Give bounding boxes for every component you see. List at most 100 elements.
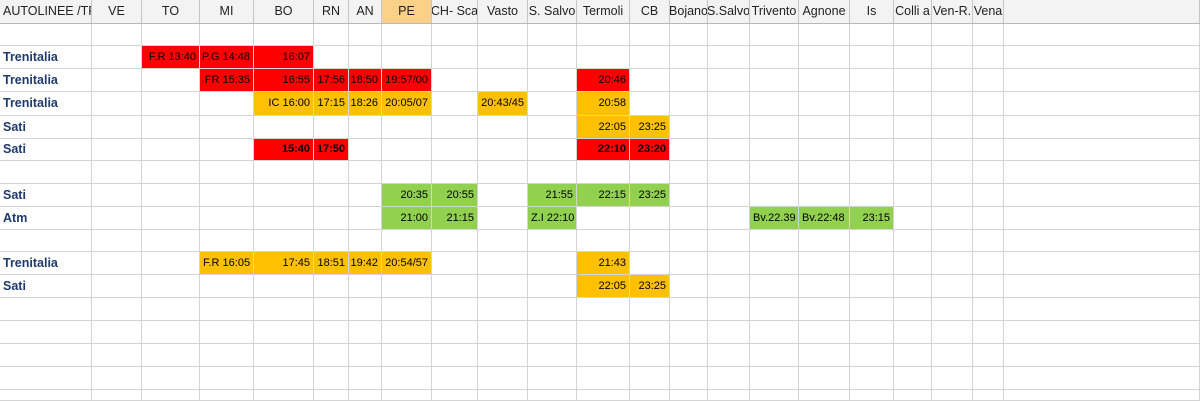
empty-cell[interactable] <box>92 139 142 161</box>
empty-cell[interactable] <box>850 367 894 390</box>
empty-cell[interactable] <box>382 275 432 298</box>
empty-cell[interactable] <box>750 69 799 92</box>
empty-cell[interactable] <box>432 275 478 298</box>
empty-cell[interactable] <box>432 139 478 161</box>
empty-cell[interactable] <box>254 161 314 184</box>
empty-cell[interactable] <box>577 367 630 390</box>
empty-cell[interactable] <box>1004 367 1200 390</box>
empty-cell[interactable] <box>670 344 708 367</box>
schedule-cell[interactable]: 22:05 <box>577 116 630 139</box>
schedule-cell[interactable]: 23:20 <box>630 139 670 161</box>
empty-cell[interactable] <box>708 207 750 230</box>
column-header-pe[interactable]: PE <box>382 0 432 24</box>
empty-cell[interactable] <box>670 46 708 69</box>
empty-cell[interactable] <box>142 298 200 321</box>
empty-cell[interactable] <box>708 139 750 161</box>
empty-cell[interactable] <box>850 298 894 321</box>
empty-cell[interactable] <box>478 116 528 139</box>
empty-cell[interactable] <box>932 321 973 344</box>
schedule-cell[interactable]: FR 15:35 <box>200 69 254 92</box>
empty-cell[interactable] <box>382 139 432 161</box>
empty-cell[interactable] <box>349 230 382 252</box>
column-header-vasto[interactable]: Vasto <box>478 0 528 24</box>
empty-cell[interactable] <box>349 275 382 298</box>
empty-cell[interactable] <box>528 92 577 116</box>
empty-cell[interactable] <box>750 92 799 116</box>
empty-cell[interactable] <box>750 116 799 139</box>
empty-cell[interactable] <box>670 275 708 298</box>
column-header-bo[interactable]: BO <box>254 0 314 24</box>
empty-cell[interactable] <box>973 390 1004 401</box>
empty-cell[interactable] <box>254 230 314 252</box>
company-cell[interactable]: Trenitalia <box>0 252 92 275</box>
empty-cell[interactable] <box>528 230 577 252</box>
schedule-cell[interactable]: 23:25 <box>630 184 670 207</box>
empty-cell[interactable] <box>630 24 670 46</box>
empty-cell[interactable] <box>630 207 670 230</box>
empty-cell[interactable] <box>850 275 894 298</box>
empty-cell[interactable] <box>349 344 382 367</box>
empty-cell[interactable] <box>92 207 142 230</box>
schedule-cell[interactable]: 17:50 <box>314 139 349 161</box>
empty-cell[interactable] <box>200 92 254 116</box>
empty-cell[interactable] <box>432 390 478 401</box>
empty-cell[interactable] <box>973 24 1004 46</box>
empty-cell[interactable] <box>670 321 708 344</box>
empty-cell[interactable] <box>577 298 630 321</box>
empty-cell[interactable] <box>92 69 142 92</box>
empty-cell[interactable] <box>200 321 254 344</box>
company-cell[interactable]: Atm <box>0 207 92 230</box>
empty-cell[interactable] <box>670 139 708 161</box>
empty-cell[interactable] <box>973 321 1004 344</box>
empty-cell[interactable] <box>894 390 932 401</box>
empty-cell[interactable] <box>577 390 630 401</box>
schedule-cell[interactable]: F.R 16:05 <box>200 252 254 275</box>
empty-cell[interactable] <box>200 116 254 139</box>
empty-cell[interactable] <box>200 184 254 207</box>
empty-cell[interactable] <box>314 184 349 207</box>
empty-cell[interactable] <box>799 116 850 139</box>
empty-cell[interactable] <box>382 230 432 252</box>
empty-cell[interactable] <box>708 230 750 252</box>
empty-cell[interactable] <box>670 92 708 116</box>
empty-cell[interactable] <box>750 252 799 275</box>
empty-cell[interactable] <box>92 184 142 207</box>
empty-cell[interactable] <box>708 275 750 298</box>
empty-cell[interactable] <box>799 92 850 116</box>
empty-cell[interactable] <box>630 46 670 69</box>
empty-cell[interactable] <box>894 230 932 252</box>
empty-cell[interactable] <box>973 69 1004 92</box>
empty-cell[interactable] <box>799 69 850 92</box>
empty-cell[interactable] <box>750 24 799 46</box>
empty-cell[interactable] <box>708 161 750 184</box>
empty-cell[interactable] <box>973 252 1004 275</box>
column-header-bojano[interactable]: Bojano <box>670 0 708 24</box>
empty-cell[interactable] <box>1004 184 1200 207</box>
empty-cell[interactable] <box>894 367 932 390</box>
empty-cell[interactable] <box>349 161 382 184</box>
company-cell[interactable]: Trenitalia <box>0 69 92 92</box>
empty-cell[interactable] <box>799 252 850 275</box>
column-header-rn[interactable]: RN <box>314 0 349 24</box>
empty-cell[interactable] <box>630 367 670 390</box>
empty-cell[interactable] <box>0 321 92 344</box>
empty-cell[interactable] <box>894 46 932 69</box>
empty-cell[interactable] <box>894 184 932 207</box>
empty-cell[interactable] <box>850 252 894 275</box>
empty-cell[interactable] <box>894 139 932 161</box>
schedule-cell[interactable]: 16:07 <box>254 46 314 69</box>
empty-cell[interactable] <box>349 390 382 401</box>
column-header-s-salvo[interactable]: S. Salvo <box>528 0 577 24</box>
schedule-cell[interactable]: 17:45 <box>254 252 314 275</box>
empty-cell[interactable] <box>750 298 799 321</box>
empty-cell[interactable] <box>432 46 478 69</box>
empty-cell[interactable] <box>432 24 478 46</box>
empty-cell[interactable] <box>932 92 973 116</box>
empty-cell[interactable] <box>432 367 478 390</box>
empty-cell[interactable] <box>708 298 750 321</box>
empty-cell[interactable] <box>1004 116 1200 139</box>
empty-cell[interactable] <box>528 116 577 139</box>
empty-cell[interactable] <box>349 46 382 69</box>
empty-cell[interactable] <box>200 139 254 161</box>
schedule-cell[interactable]: P.G 14:48 <box>200 46 254 69</box>
